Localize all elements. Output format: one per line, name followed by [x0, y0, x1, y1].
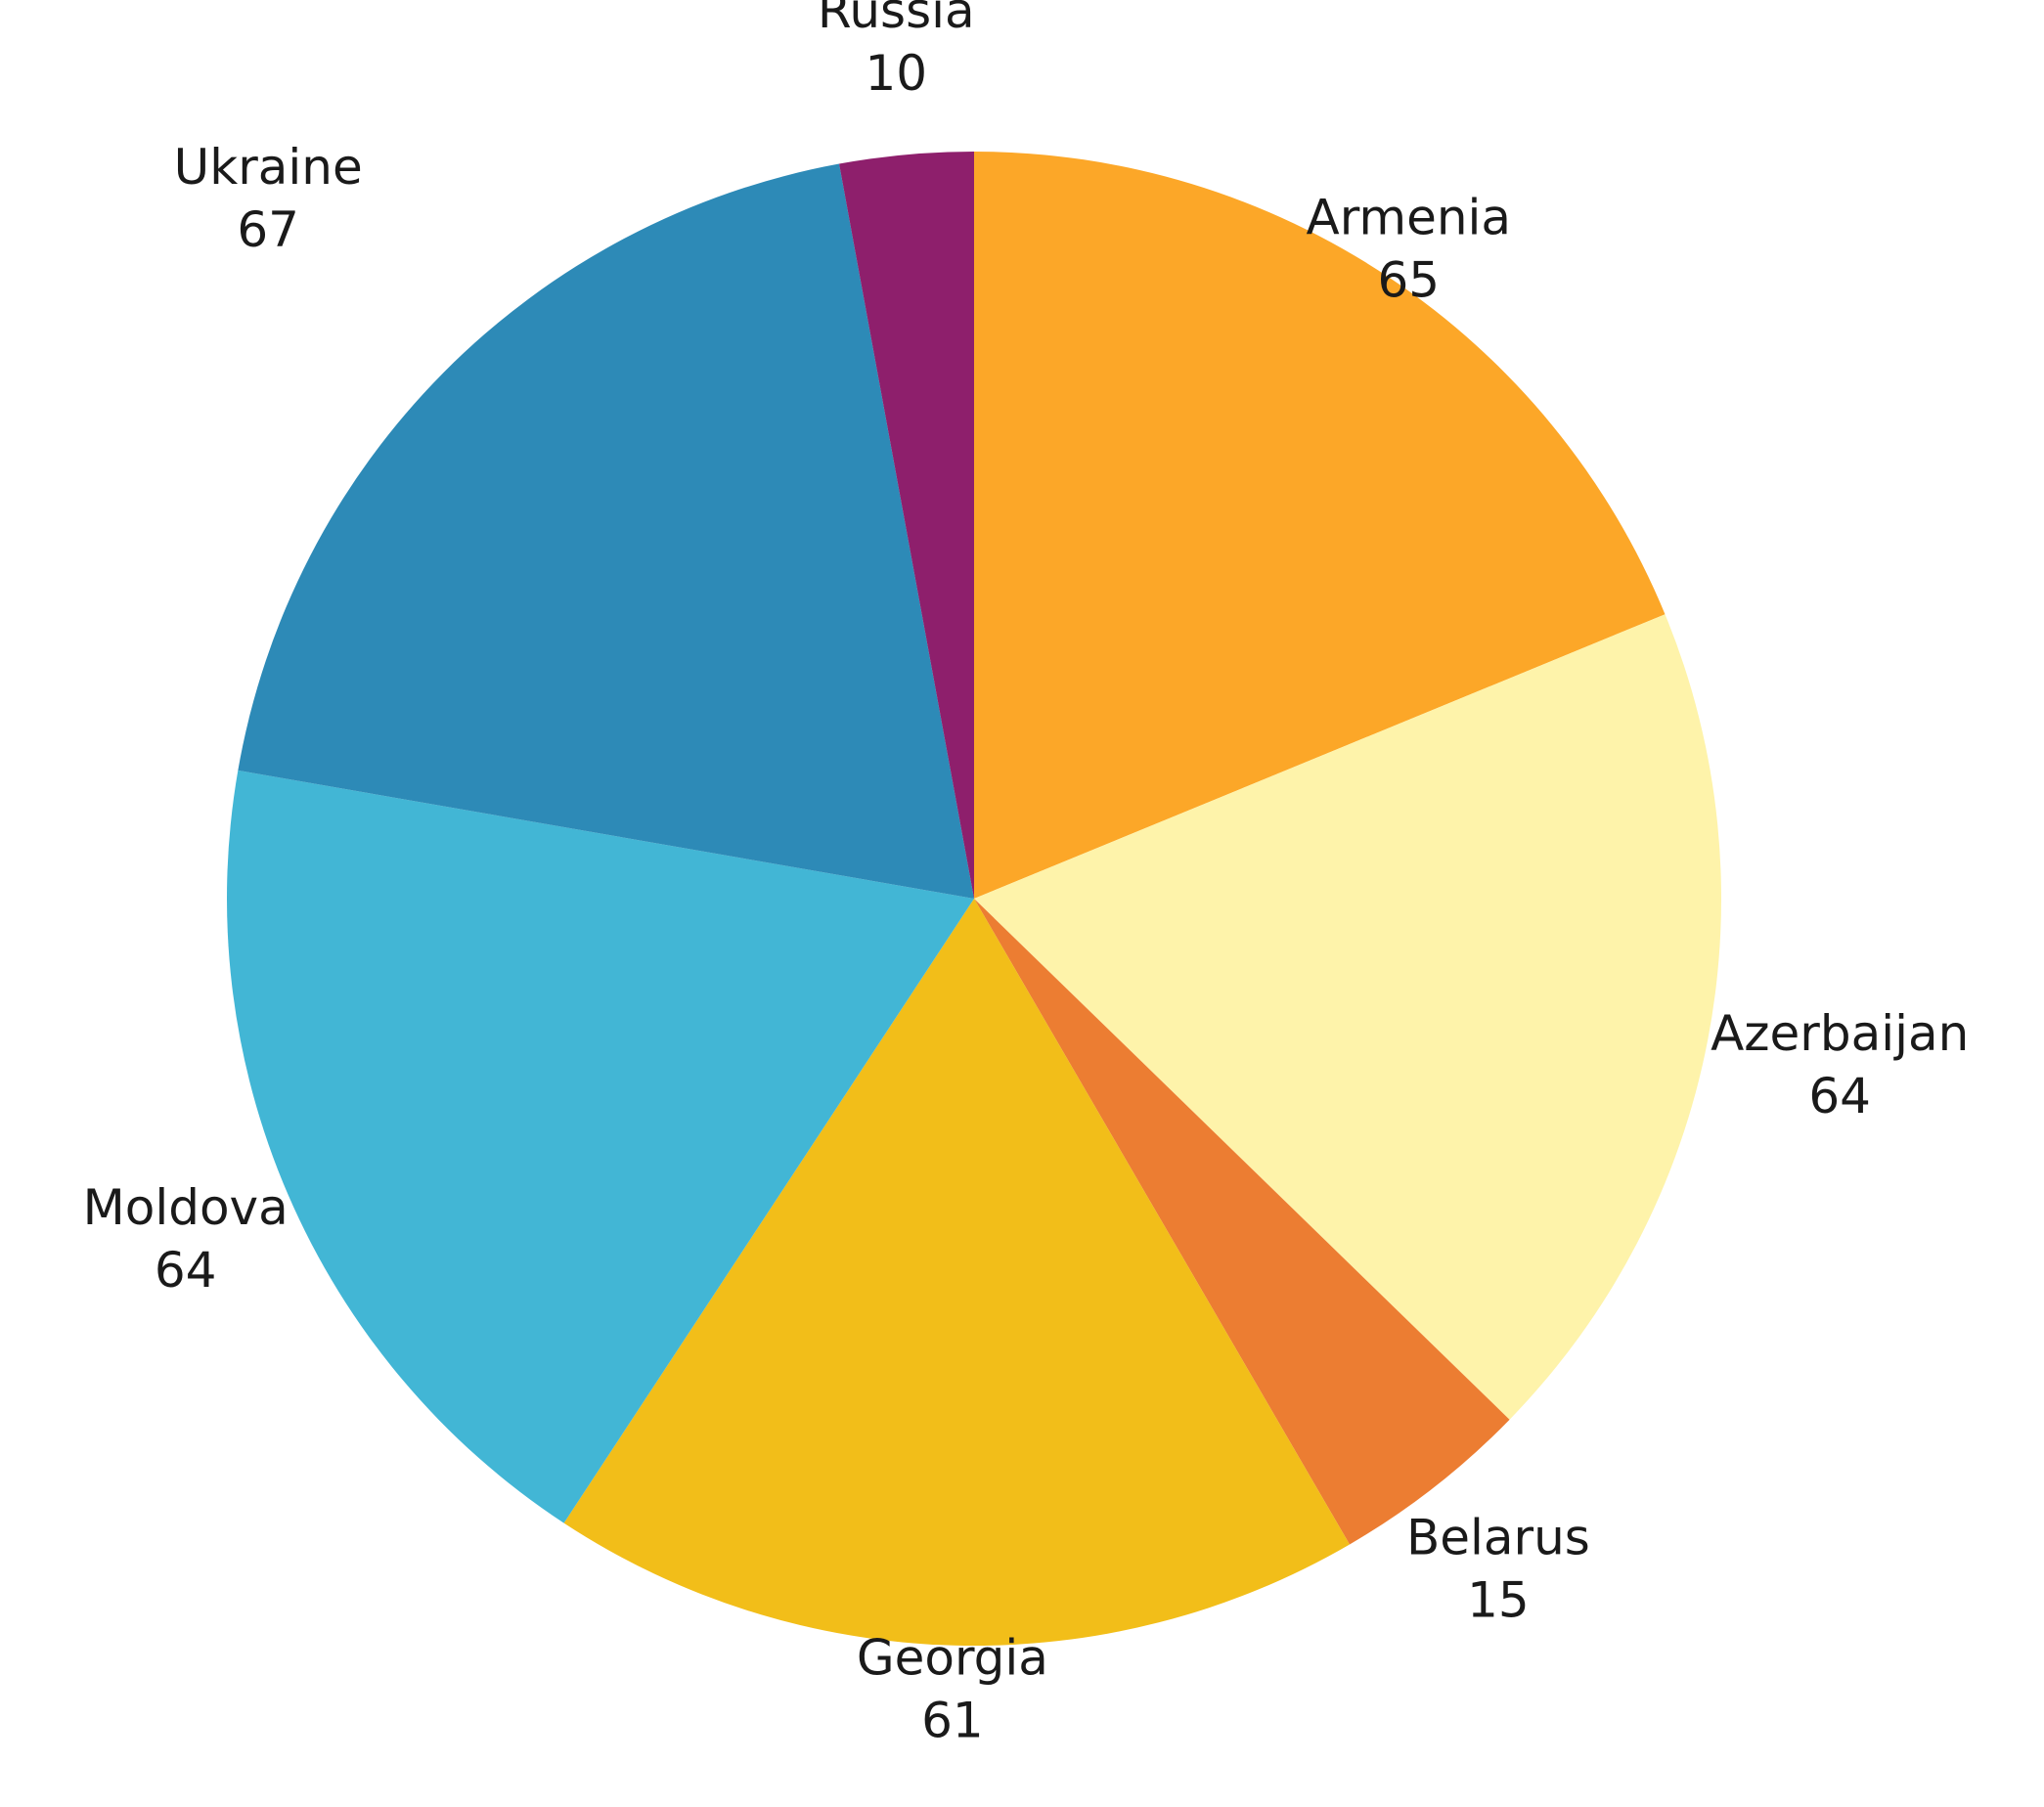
pie-slice-georgia: [563, 899, 1350, 1646]
slice-value-armenia: 65: [1377, 252, 1440, 309]
pie-slice-russia: [839, 152, 974, 899]
pie-slice-ukraine: [238, 163, 975, 899]
slice-label-belarus: Belarus: [1406, 1510, 1590, 1566]
pie-slice-armenia: [974, 152, 1666, 899]
pie-labels: Armenia 65 Azerbaijan 64 Belarus 15 Georgia 61 M…: [83, 0, 1970, 1749]
slice-label-russia: Russia: [818, 0, 975, 39]
slice-value-ukraine: 67: [237, 201, 299, 258]
pie-slice-belarus: [974, 899, 1510, 1545]
slice-value-belarus: 15: [1467, 1572, 1530, 1629]
slice-label-moldova: Moldova: [83, 1179, 289, 1236]
pie-slices: [226, 152, 1722, 1646]
slice-value-georgia: 61: [921, 1693, 984, 1749]
slice-value-russia: 10: [865, 45, 927, 102]
pie-slice-moldova: [226, 770, 975, 1523]
slice-label-azerbaijan: Azerbaijan: [1711, 1005, 1969, 1062]
slice-label-ukraine: Ukraine: [174, 139, 363, 196]
pie-slice-azerbaijan: [974, 614, 1722, 1420]
slice-label-georgia: Georgia: [857, 1630, 1048, 1687]
slice-value-azerbaijan: 64: [1808, 1068, 1871, 1124]
slice-value-moldova: 64: [155, 1242, 217, 1299]
slice-label-armenia: Armenia: [1307, 190, 1512, 246]
